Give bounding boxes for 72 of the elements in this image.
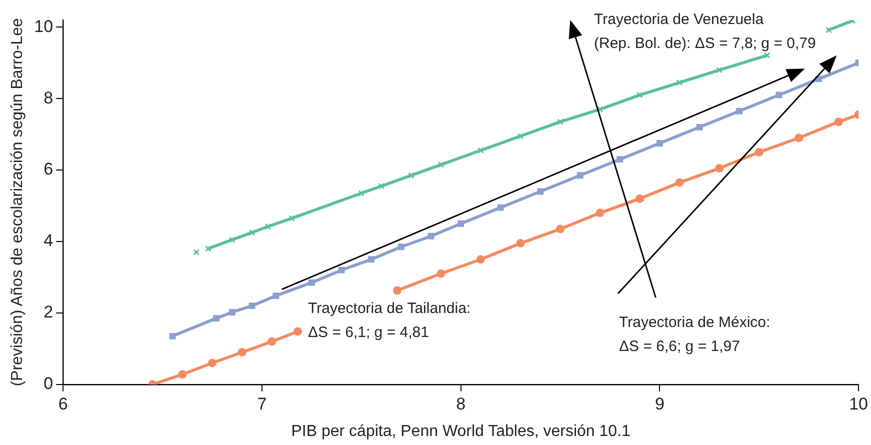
point bbox=[294, 327, 302, 336]
point bbox=[178, 370, 187, 379]
point bbox=[248, 229, 256, 236]
point bbox=[834, 118, 843, 126]
y-axis-title: (Previsión) Años de escolarización según Barro-Lee bbox=[9, 18, 26, 386]
point bbox=[596, 106, 604, 113]
annotation: Trayectoria de Tailandia: ΔS = 6,1; g = 4,81 bbox=[308, 300, 471, 341]
point bbox=[213, 315, 220, 322]
point bbox=[264, 223, 272, 230]
point bbox=[816, 76, 822, 82]
x-tick-label: 9 bbox=[654, 394, 664, 414]
annotation: Trayectoria de Venezuela (Rep. Bol. de): ΔS = 7,8; g = 0,79 bbox=[594, 11, 816, 52]
point bbox=[193, 248, 200, 256]
point bbox=[636, 194, 644, 203]
point bbox=[268, 337, 276, 346]
point bbox=[358, 190, 365, 196]
point bbox=[408, 172, 414, 179]
point bbox=[675, 178, 684, 187]
point bbox=[794, 134, 804, 142]
point bbox=[428, 232, 434, 240]
point bbox=[776, 92, 782, 98]
point bbox=[248, 302, 256, 310]
point bbox=[477, 147, 484, 154]
x-tick-label: 7 bbox=[257, 394, 267, 414]
point bbox=[636, 92, 644, 98]
point bbox=[338, 266, 345, 274]
point bbox=[715, 164, 724, 173]
point bbox=[208, 358, 217, 368]
point bbox=[736, 108, 742, 114]
point bbox=[696, 124, 703, 130]
point bbox=[676, 79, 683, 86]
point bbox=[205, 245, 212, 252]
point bbox=[238, 348, 246, 356]
point bbox=[537, 188, 544, 195]
point bbox=[517, 132, 524, 140]
point bbox=[272, 292, 280, 300]
point bbox=[438, 161, 444, 168]
point bbox=[716, 66, 723, 74]
point bbox=[497, 204, 504, 211]
point bbox=[169, 332, 176, 340]
point bbox=[378, 182, 385, 190]
point bbox=[557, 118, 564, 126]
point bbox=[596, 208, 604, 218]
x-axis-title: PIB per cápita, Penn World Tables, versión 10.1 bbox=[291, 422, 631, 440]
point bbox=[228, 236, 236, 243]
point bbox=[616, 156, 624, 163]
point bbox=[398, 244, 404, 250]
point bbox=[392, 286, 402, 295]
annotation: Trayectoria de México: ΔS = 6,6; g = 1,97 bbox=[619, 314, 770, 355]
point bbox=[576, 172, 584, 179]
x-tick-label: 6 bbox=[58, 394, 68, 414]
point bbox=[458, 220, 464, 227]
y-tick-label: 10 bbox=[34, 16, 54, 36]
point bbox=[436, 269, 446, 278]
point bbox=[368, 256, 375, 263]
y-tick-label: 4 bbox=[44, 231, 54, 250]
x-tick-label: 8 bbox=[456, 394, 466, 414]
point bbox=[754, 148, 764, 156]
point bbox=[556, 224, 565, 234]
point bbox=[764, 52, 770, 59]
point bbox=[228, 309, 236, 316]
point bbox=[516, 239, 525, 248]
y-tick-label: 6 bbox=[44, 160, 54, 179]
x-tick-label: 10 bbox=[849, 394, 868, 414]
point bbox=[825, 26, 832, 34]
point bbox=[476, 255, 485, 264]
point bbox=[656, 140, 663, 146]
y-tick-label: 2 bbox=[44, 302, 54, 322]
point bbox=[288, 215, 296, 222]
y-tick-label: 8 bbox=[44, 88, 54, 108]
y-tick-label: 0 bbox=[44, 374, 54, 394]
point bbox=[308, 279, 315, 286]
